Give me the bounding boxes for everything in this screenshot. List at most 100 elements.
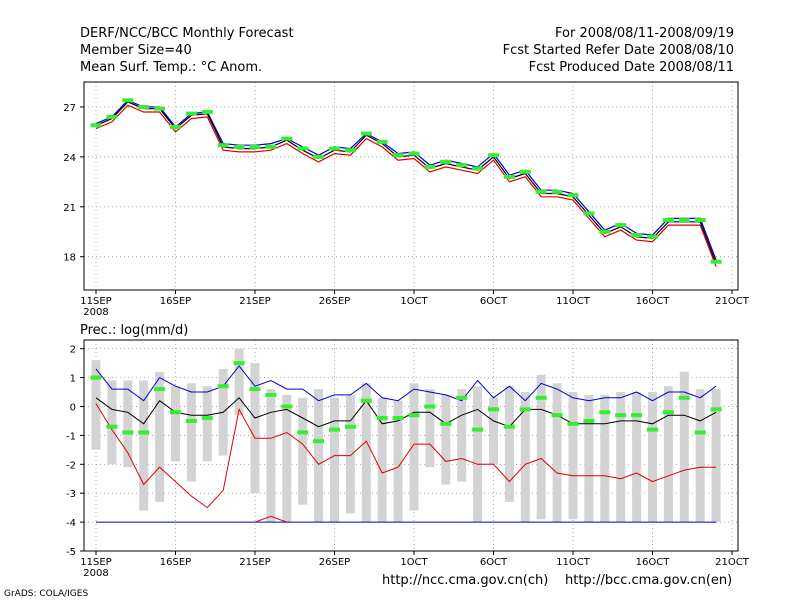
observation-marker	[360, 398, 372, 403]
x-tick-label: 6OCT	[480, 557, 508, 568]
observation-marker	[329, 146, 340, 151]
observation-marker	[281, 404, 293, 409]
observation-marker	[122, 430, 134, 435]
x-tick-label: 11OCT	[556, 296, 591, 307]
x-tick-label: 16SEP	[160, 557, 191, 568]
observation-marker	[440, 421, 452, 426]
observation-marker	[90, 123, 102, 128]
y-tick-label: -5	[66, 547, 76, 558]
observation-marker	[631, 413, 643, 418]
observation-marker	[392, 153, 404, 158]
spread-box	[361, 383, 371, 523]
observation-marker	[694, 430, 706, 435]
x-tick-label: 11SEP	[80, 296, 111, 307]
observation-marker	[488, 153, 499, 158]
ncc-url[interactable]: http://ncc.cma.gov.cn(ch)	[382, 573, 549, 588]
observation-marker	[233, 361, 245, 366]
observation-marker	[344, 148, 356, 153]
observation-marker	[503, 174, 515, 179]
spread-box	[600, 394, 610, 523]
y-tick-label: 1	[70, 374, 76, 385]
observation-marker	[647, 234, 658, 239]
mean-line	[95, 101, 717, 264]
spread-box	[616, 392, 626, 523]
observation-marker	[265, 392, 277, 397]
spread-box	[409, 383, 419, 511]
chart-title: DERF/NCC/BCC Monthly Forecast	[80, 26, 294, 41]
y-tick-label: -4	[66, 518, 76, 529]
observation-marker	[249, 387, 261, 392]
observation-marker	[217, 384, 229, 389]
variable-label: Mean Surf. Temp.: °C Anom.	[80, 60, 263, 75]
observation-marker	[138, 104, 150, 109]
lower-bound-line	[95, 104, 717, 267]
x-tick-label: 11OCT	[556, 557, 591, 568]
x-tick-label: 1OCT	[400, 557, 428, 568]
observation-marker	[170, 410, 181, 415]
grads-credit: GrADS: COLA/IGES	[4, 589, 89, 599]
observation-marker	[201, 109, 213, 114]
observation-marker	[583, 418, 595, 423]
observation-marker	[138, 430, 150, 435]
observation-marker	[122, 98, 134, 103]
observation-marker	[678, 395, 690, 400]
upper-bound-line	[95, 99, 717, 261]
spread-box	[425, 389, 435, 468]
x-tick-label: 11SEP	[80, 557, 111, 568]
spread-box	[314, 389, 324, 523]
spread-box	[520, 392, 530, 523]
bcc-url[interactable]: http://bcc.cma.gov.cn(en)	[565, 573, 733, 588]
x-tick-label: 21OCT	[715, 296, 750, 307]
produced-date: Fcst Produced Date 2008/08/11	[528, 60, 734, 75]
y-tick-label: 0	[70, 402, 76, 413]
observation-marker	[599, 229, 611, 234]
spread-box	[345, 394, 355, 514]
x-tick-label: 1OCT	[400, 296, 428, 307]
observation-marker	[106, 424, 118, 429]
spread-box	[473, 386, 483, 523]
observation-marker	[265, 144, 277, 149]
spread-box	[123, 380, 133, 468]
observation-marker	[424, 404, 436, 409]
spread-box	[298, 397, 308, 505]
spread-box	[536, 374, 546, 520]
spread-box	[250, 363, 260, 494]
observation-marker	[170, 124, 181, 129]
observation-marker	[456, 395, 468, 400]
y-tick-label: -1	[66, 431, 76, 442]
observation-marker	[631, 233, 643, 238]
spread-box	[91, 360, 101, 450]
lower-tail-line	[254, 515, 287, 523]
spread-box	[377, 397, 387, 523]
spread-box	[695, 389, 705, 523]
observation-marker	[233, 144, 245, 149]
spread-box	[489, 397, 498, 465]
x-tick-label: 21SEP	[239, 296, 270, 307]
observation-marker	[440, 159, 452, 164]
observation-marker	[329, 427, 340, 432]
observation-marker	[201, 416, 213, 421]
upper-bound-line	[95, 365, 717, 402]
observation-marker	[567, 421, 579, 426]
x-tick-label: 16OCT	[636, 296, 671, 307]
spread-box	[584, 394, 594, 523]
plot-frame	[83, 81, 739, 291]
spread-box	[107, 380, 117, 465]
observation-marker	[217, 143, 229, 148]
observation-marker	[313, 154, 325, 159]
spread-box	[552, 383, 562, 523]
observation-marker	[424, 164, 436, 169]
observation-marker	[313, 439, 325, 444]
observation-marker	[472, 427, 484, 432]
spread-box	[632, 392, 642, 523]
spread-box	[711, 389, 721, 523]
spread-box	[155, 371, 165, 502]
spread-box	[504, 386, 514, 502]
observation-marker	[519, 169, 531, 174]
x-tick-label: 26SEP	[319, 296, 350, 307]
observation-marker	[488, 407, 499, 412]
observation-marker	[710, 259, 722, 264]
started-date: Fcst Started Refer Date 2008/08/10	[502, 43, 734, 58]
y-tick-label: 21	[63, 203, 76, 214]
